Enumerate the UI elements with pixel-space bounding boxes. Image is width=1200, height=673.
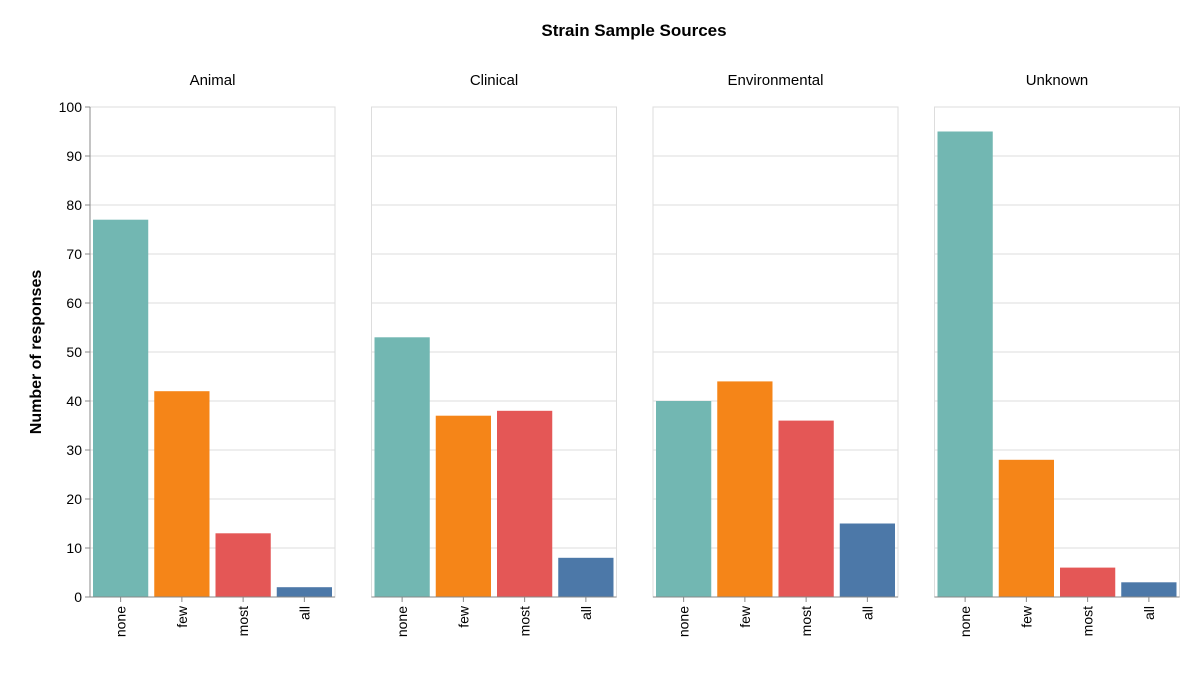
facet-panel-clinical: Clinical none few most all: [371, 72, 617, 637]
x-tick-label: none: [676, 606, 692, 637]
y-tick-label: 50: [66, 344, 82, 360]
y-tick-label: 40: [66, 393, 82, 409]
bar-unknown-few: [998, 459, 1054, 597]
bar-animal-few: [154, 391, 210, 597]
x-tick-label: none: [394, 606, 410, 637]
y-tick-label: 60: [66, 295, 82, 311]
y-tick-label: 20: [66, 491, 82, 507]
bar-unknown-most: [1060, 567, 1116, 597]
bar-clinical-all: [558, 557, 614, 597]
bar-clinical-most: [497, 410, 553, 597]
facet-panel-unknown: Unknown none few most all: [934, 72, 1180, 637]
bar-animal-most: [215, 533, 271, 597]
x-tick-label: none: [113, 606, 129, 637]
y-axis: 0 10 20 30 40 50 60 70 80 90 100: [59, 99, 91, 605]
y-tick-label: 0: [74, 589, 82, 605]
x-tick-label: all: [296, 606, 312, 620]
bar-animal-none: [93, 219, 149, 597]
x-tick-label: none: [957, 606, 973, 637]
x-tick-label: few: [1018, 605, 1034, 628]
facet-header: Clinical: [470, 72, 518, 89]
bar-clinical-none: [374, 337, 430, 597]
chart-title: Strain Sample Sources: [541, 21, 726, 40]
x-tick-label: few: [174, 605, 190, 628]
y-tick-label: 100: [59, 99, 83, 115]
x-tick-label: most: [1080, 606, 1096, 636]
bar-unknown-all: [1121, 582, 1177, 597]
bar-unknown-none: [937, 131, 993, 597]
y-tick-label: 70: [66, 246, 82, 262]
facet-panel-animal: Animal none few most all: [89, 72, 336, 637]
x-tick-label: few: [737, 605, 753, 628]
facet-header: Environmental: [728, 72, 824, 89]
y-tick-label: 90: [66, 148, 82, 164]
x-tick-label: all: [578, 606, 594, 620]
x-tick-label: all: [1141, 606, 1157, 620]
facet-header: Animal: [190, 72, 236, 89]
y-axis-label: Number of responses: [28, 270, 45, 435]
facet-header: Unknown: [1026, 72, 1089, 89]
x-tick-label: most: [235, 606, 251, 636]
bar-environmental-all: [839, 523, 895, 597]
x-tick-label: most: [517, 606, 533, 636]
bar-environmental-most: [778, 420, 834, 597]
y-tick-label: 10: [66, 540, 82, 556]
x-tick-label: all: [859, 606, 875, 620]
y-tick-label: 30: [66, 442, 82, 458]
bar-animal-all: [276, 587, 332, 597]
facet-panel-environmental: Environmental none few most all: [652, 72, 899, 637]
facets-layer: Animal none few most all Clinical none few most a…: [89, 72, 1180, 637]
x-tick-label: most: [798, 606, 814, 636]
bar-clinical-few: [435, 415, 491, 597]
bar-environmental-none: [656, 401, 712, 597]
y-tick-label: 80: [66, 197, 82, 213]
x-tick-label: few: [455, 605, 471, 628]
bar-environmental-few: [717, 381, 773, 597]
